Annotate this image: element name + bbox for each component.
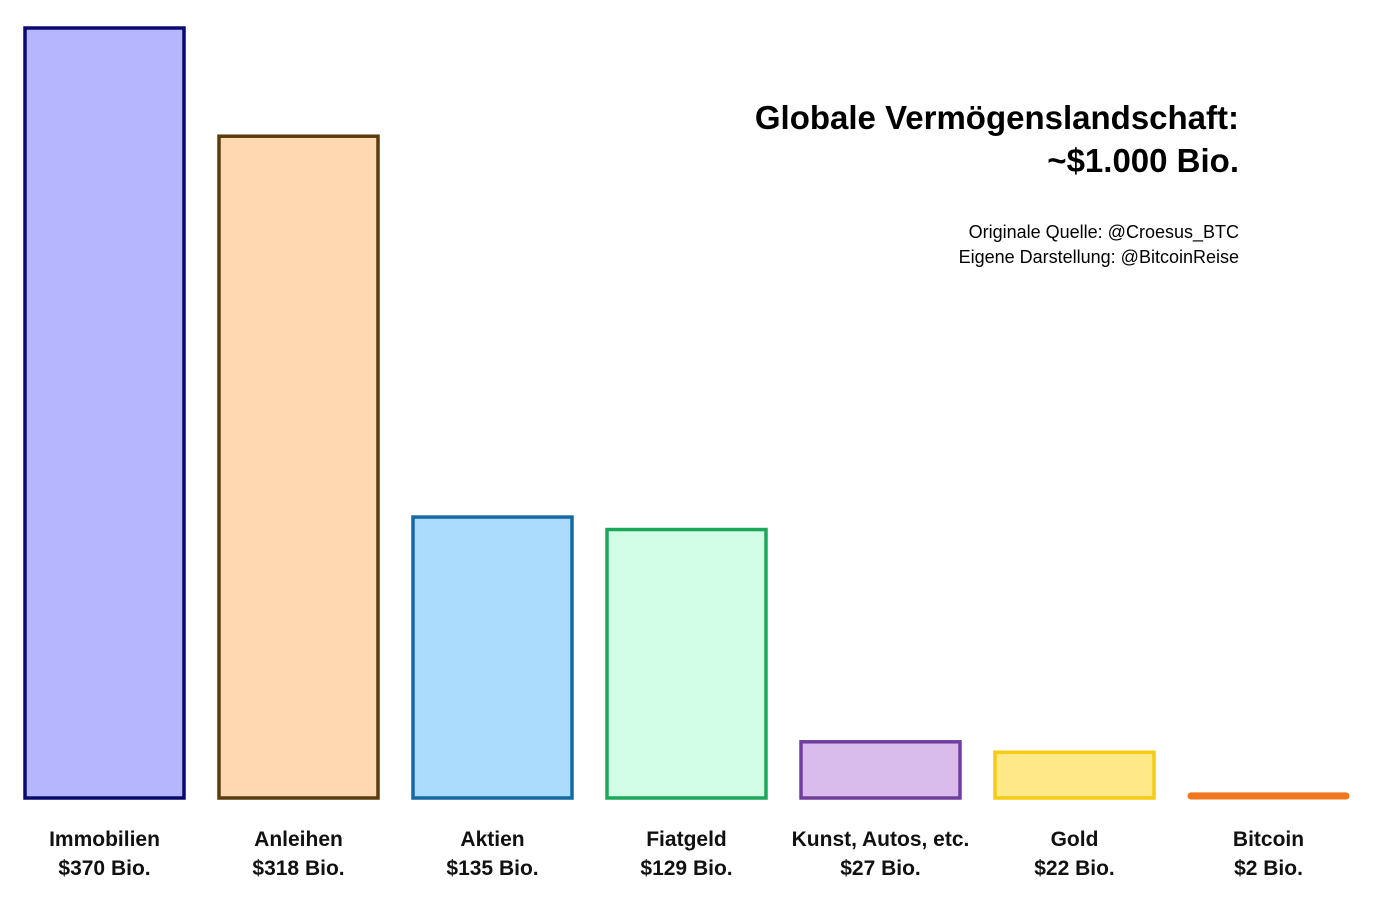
- value-label: $318 Bio.: [252, 857, 345, 880]
- value-label: $2 Bio.: [1234, 857, 1303, 880]
- chart-title-line-1: Globale Vermögenslandschaft:: [754, 99, 1239, 136]
- value-label: $370 Bio.: [58, 857, 151, 880]
- value-label: $27 Bio.: [840, 857, 921, 880]
- category-label: Kunst, Autos, etc.: [791, 828, 970, 851]
- source-own: Eigene Darstellung: @BitcoinReise: [958, 247, 1239, 267]
- source-credits: Originale Quelle: @Croesus_BTC Eigene Da…: [959, 220, 1239, 270]
- bar-bitcoin: [1187, 792, 1350, 800]
- category-label: Fiatgeld: [646, 828, 727, 851]
- value-label: $129 Bio.: [640, 857, 733, 880]
- chart-title-line-2: ~$1.000 Bio.: [1047, 142, 1239, 179]
- value-label: $22 Bio.: [1034, 857, 1115, 880]
- category-label: Immobilien: [49, 828, 160, 851]
- category-label: Anleihen: [254, 828, 343, 851]
- source-original: Originale Quelle: @Croesus_BTC: [968, 222, 1239, 242]
- bar-immobilien: [23, 26, 186, 800]
- category-label: Gold: [1050, 828, 1099, 851]
- bar-fiatgeld: [605, 527, 768, 800]
- bar-gold: [993, 750, 1156, 800]
- bar-kunst-autos-etc: [799, 740, 962, 800]
- chart-title: Globale Vermögenslandschaft: ~$1.000 Bio…: [755, 96, 1239, 182]
- category-label: Bitcoin: [1232, 828, 1305, 851]
- bar-anleihen: [217, 134, 380, 800]
- category-label: Aktien: [460, 828, 525, 851]
- bar-aktien: [411, 515, 574, 800]
- value-label: $135 Bio.: [446, 857, 539, 880]
